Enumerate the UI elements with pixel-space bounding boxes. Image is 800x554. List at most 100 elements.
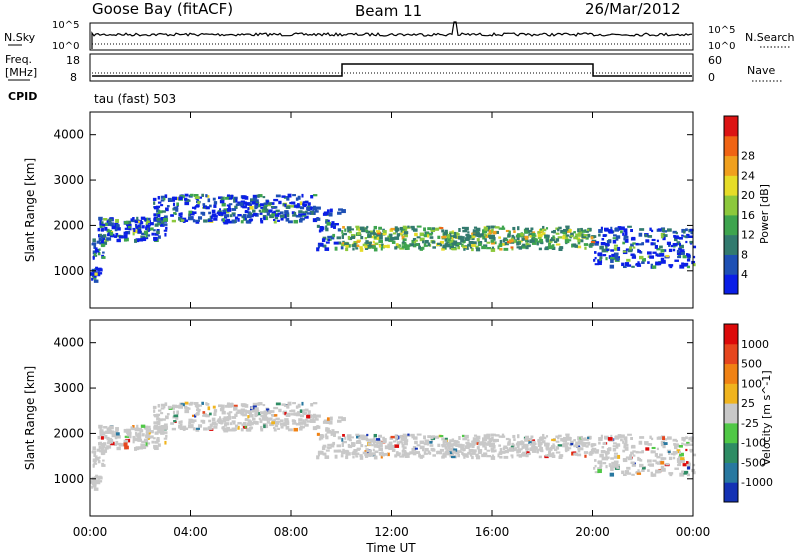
power-cell xyxy=(340,246,344,250)
power-cell xyxy=(106,228,110,233)
velocity-cell xyxy=(301,421,306,424)
velocity-cell xyxy=(91,485,94,489)
velocity-cell xyxy=(539,446,543,451)
power-cell xyxy=(663,234,668,238)
power-cell xyxy=(566,234,570,237)
power-cell xyxy=(680,249,685,253)
velocity-cell xyxy=(467,439,470,442)
power-cell xyxy=(418,245,421,250)
velocity-cell xyxy=(373,455,378,460)
velocity-cell xyxy=(555,440,560,443)
power-cell xyxy=(613,244,619,247)
power-cell xyxy=(353,242,357,247)
velocity-cell xyxy=(292,422,297,425)
power-cell xyxy=(92,238,96,243)
velocity-cell xyxy=(484,446,487,451)
freq-tick-high: 18 xyxy=(66,54,80,67)
velocity-cell xyxy=(442,440,445,445)
power-cell xyxy=(605,245,608,249)
power-cell xyxy=(520,245,526,249)
power-cell xyxy=(454,236,457,239)
velocity-cell xyxy=(111,433,116,438)
power-cell xyxy=(462,230,468,233)
power-cell xyxy=(391,240,396,244)
velocity-cell xyxy=(327,443,332,447)
xtick-label: 04:00 xyxy=(173,525,208,539)
power-cell xyxy=(622,250,627,253)
power-cell xyxy=(609,257,615,261)
velocity-cell xyxy=(476,440,481,444)
power-cell xyxy=(614,255,619,259)
velocity-cell xyxy=(527,448,530,451)
velocity-cell xyxy=(248,426,254,429)
power-cell xyxy=(96,272,101,277)
velocity-cell xyxy=(141,433,145,437)
power-cell xyxy=(436,242,442,246)
power-cell xyxy=(262,196,266,199)
power-cell xyxy=(602,254,607,257)
velocity-cell xyxy=(514,447,517,451)
nave-label: Nave xyxy=(747,64,775,77)
velocity-cell xyxy=(323,419,329,424)
power-cell xyxy=(632,246,636,249)
velocity-cell xyxy=(218,404,223,408)
velocity-cell xyxy=(333,433,336,437)
velocity-cell xyxy=(468,448,474,453)
velocity-cell xyxy=(663,442,668,446)
power-cell xyxy=(227,194,231,197)
power-cell xyxy=(401,234,404,237)
velocity-cell xyxy=(530,440,536,445)
power-cell xyxy=(630,237,636,241)
velocity-cell xyxy=(463,456,466,459)
velocity-cell xyxy=(216,419,222,423)
power-cell xyxy=(565,225,570,228)
power-cell xyxy=(594,263,600,266)
velocity-cell xyxy=(277,420,281,423)
velocity-cell xyxy=(101,445,105,448)
power-cell xyxy=(402,240,405,244)
power-cell xyxy=(315,206,321,210)
power-cell xyxy=(622,241,626,245)
power-cell xyxy=(141,225,145,229)
power-cell xyxy=(277,219,280,222)
power-cell xyxy=(441,229,445,233)
velocity-cell xyxy=(197,424,203,428)
power-cell xyxy=(490,241,495,245)
velocity-cell xyxy=(686,466,691,470)
power-cell xyxy=(298,218,303,223)
power-cell xyxy=(93,245,97,249)
velocity-cell xyxy=(149,435,154,439)
velocity-cell xyxy=(662,436,666,441)
power-cell xyxy=(114,235,118,238)
velocity-cell xyxy=(95,474,98,479)
velocity-cell xyxy=(368,451,372,454)
power-cell xyxy=(369,232,375,235)
power-cell xyxy=(478,233,484,237)
velocity-cell xyxy=(259,420,263,423)
velocity-cell xyxy=(484,434,488,439)
velocity-cell xyxy=(526,451,530,455)
power-cell xyxy=(584,246,587,250)
velocity-cell xyxy=(456,441,460,444)
power-cell xyxy=(124,237,129,242)
velocity-cell xyxy=(172,404,178,409)
velocity-cell xyxy=(597,460,603,465)
colorbar-swatch xyxy=(724,214,738,236)
velocity-cell xyxy=(260,425,263,430)
power-cell xyxy=(475,245,479,249)
power-cell xyxy=(92,256,95,260)
power-cell xyxy=(163,229,168,232)
colorbar-tick: 25 xyxy=(741,397,755,410)
power-cell xyxy=(255,203,259,206)
velocity-cell xyxy=(304,409,309,412)
power-cell xyxy=(165,226,168,230)
velocity-cell xyxy=(446,442,450,446)
velocity-cell xyxy=(255,411,259,414)
velocity-cell xyxy=(228,413,231,417)
power-cell xyxy=(338,208,343,211)
power-cell xyxy=(299,206,305,210)
power-cell xyxy=(455,243,460,247)
power-cell xyxy=(461,236,465,239)
power-cell xyxy=(123,231,129,235)
velocity-cell xyxy=(230,402,234,407)
